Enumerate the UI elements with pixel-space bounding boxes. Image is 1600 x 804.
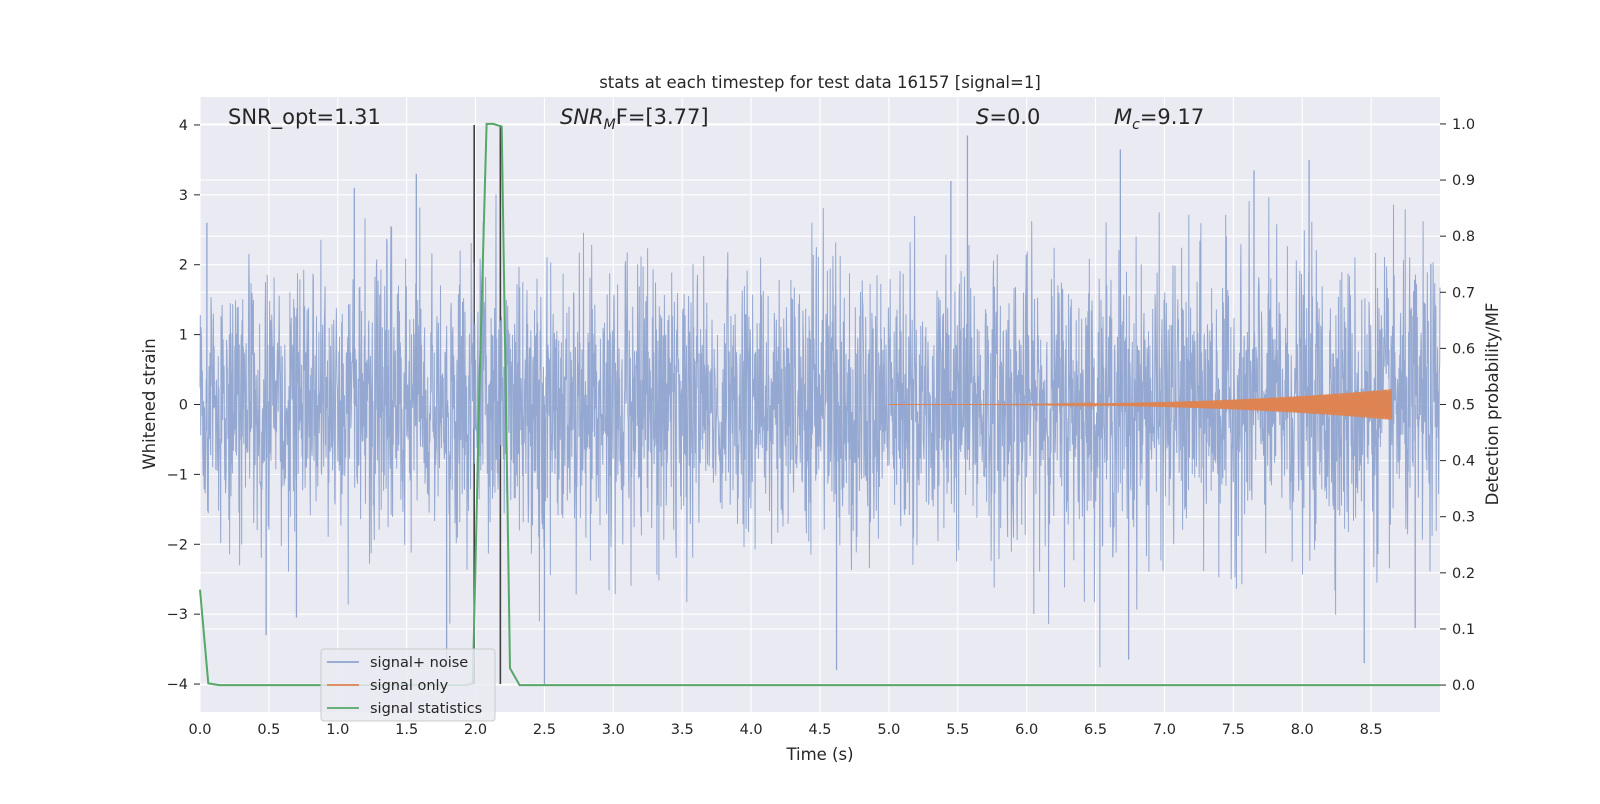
x-axis-ticks: 0.0 0.5 1.0 1.5 2.0 2.5 3.0 3.5 4.0 4.5 5.0 5.5 6.0 6… [188,722,1382,738]
y2-tick-label-4: 0.4 [1452,454,1475,470]
snr-mf-sub: M [604,117,616,133]
x-tick-label-3: 1.5 [395,722,418,738]
snr-mf-rest: F=[3.77] [616,105,709,129]
s-rest: =0.0 [989,105,1040,129]
y-tick-label-6: 2 [179,258,188,274]
y2-tick-label-7: 0.7 [1452,285,1475,301]
y-axis-ticks: −4 −3 −2 −1 0 1 2 3 4 [167,118,200,693]
y2-tick-label-0: 0.0 [1452,678,1475,694]
chart-title: stats at each timestep for test data 161… [599,73,1041,92]
legend-label-stat: signal statistics [370,701,482,717]
mc-main: M [1114,105,1132,129]
x-tick-label-11: 5.5 [946,722,969,738]
legend-label-signal: signal only [370,678,449,694]
x-tick-label-14: 7.0 [1153,722,1176,738]
snr-mf-main: SNR [560,105,604,129]
series-signal-only [888,389,1393,420]
y-tick-label-5: 1 [179,328,188,344]
y2-tick-label-9: 0.9 [1452,173,1475,189]
x-tick-label-6: 3.0 [602,722,625,738]
y-tick-label-4: 0 [179,398,188,414]
x-tick-label-2: 1.0 [326,722,349,738]
s-main: S [976,105,989,129]
x-tick-label-1: 0.5 [257,722,280,738]
y-tick-label-0: −4 [167,677,188,693]
annotation-snr-opt: SNR_opt=1.31 [228,105,381,130]
y-tick-label-3: −1 [167,467,188,483]
legend: signal+ noise signal only signal statist… [320,648,496,722]
y2-tick-label-2: 0.2 [1452,566,1475,582]
x-tick-label-12: 6.0 [1015,722,1038,738]
annotation-s: S=0.0 [976,105,1040,129]
x-axis-label: Time (s) [785,745,853,764]
series-signal-statistics [199,122,1440,687]
y2-axis-ticks: 0.0 0.1 0.2 0.3 0.4 0.5 0.6 0.7 0.8 0.9 1.0 [1440,117,1475,694]
signal-only-trace [888,389,1393,420]
y-tick-label-2: −2 [167,537,188,553]
y2-axis-label: Detection probability/MF [1483,303,1502,506]
y-axis-label: Whitened strain [140,338,159,469]
annotation-snr-mf: SNRMF=[3.77] [560,105,709,133]
x-tick-label-10: 5.0 [877,722,900,738]
annotation-mc: Mc=9.17 [1114,105,1204,133]
y-tick-label-1: −3 [167,607,188,623]
x-tick-label-0: 0.0 [188,722,211,738]
y2-tick-label-3: 0.3 [1452,510,1475,526]
x-tick-label-7: 3.5 [671,722,694,738]
y2-tick-label-5: 0.5 [1452,398,1475,414]
noise-trace [199,194,1441,668]
x-tick-label-8: 4.0 [740,722,763,738]
mc-sub: c [1132,117,1140,133]
y2-tick-label-6: 0.6 [1452,341,1475,357]
y-tick-label-8: 4 [179,118,188,134]
y-tick-label-7: 3 [179,188,188,204]
series-signal-plus-noise [199,135,1441,685]
x-tick-label-9: 4.5 [808,722,831,738]
legend-box [320,648,496,722]
x-tick-label-15: 7.5 [1222,722,1245,738]
mc-rest: =9.17 [1140,105,1204,129]
y2-tick-label-1: 0.1 [1452,622,1475,638]
y2-tick-label-10: 1.0 [1452,117,1475,133]
signal-statistics-line [199,122,1440,687]
legend-label-noise: signal+ noise [370,655,468,671]
y2-tick-label-8: 0.8 [1452,229,1475,245]
x-tick-label-17: 8.5 [1360,722,1383,738]
x-tick-label-5: 2.5 [533,722,556,738]
x-tick-label-13: 6.5 [1084,722,1107,738]
x-tick-label-16: 8.0 [1291,722,1314,738]
x-tick-label-4: 2.0 [464,722,487,738]
